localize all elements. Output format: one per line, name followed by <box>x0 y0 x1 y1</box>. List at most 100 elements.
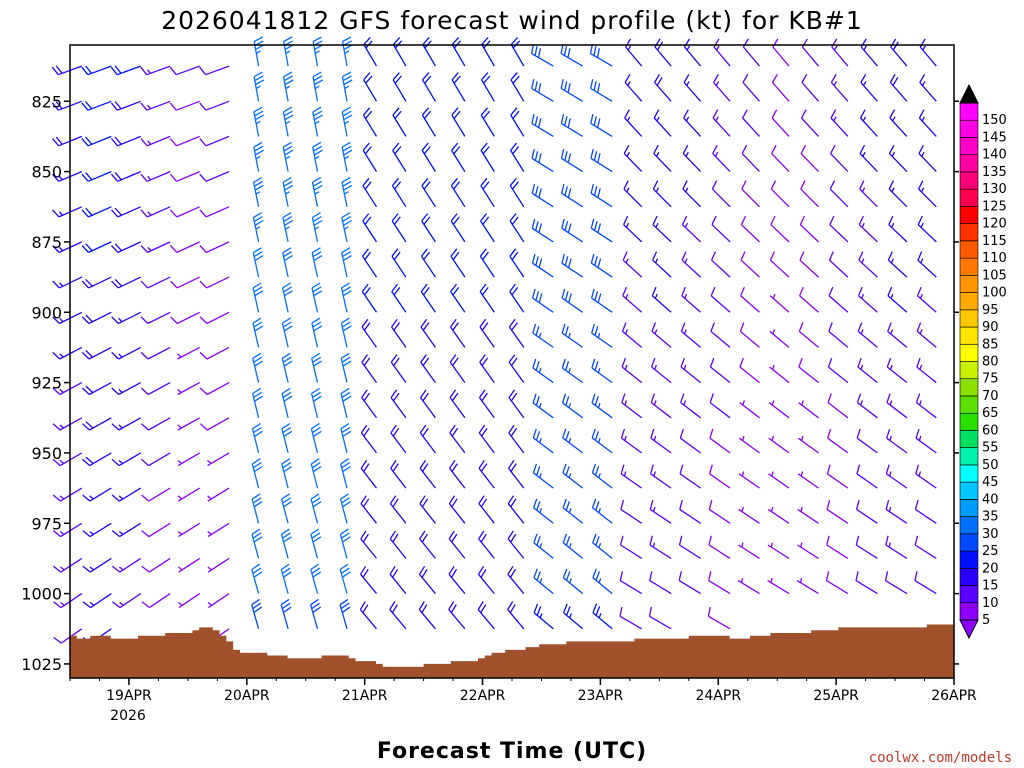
wind-barb-staff <box>742 46 760 67</box>
wind-barb-staff <box>708 615 731 630</box>
wind-barb <box>709 393 731 419</box>
wind-barb-flag <box>741 144 748 154</box>
wind-barb-staff <box>282 182 289 207</box>
wind-barb <box>362 213 378 243</box>
wind-barb-flag <box>141 530 150 538</box>
wind-barb-flag <box>560 149 565 159</box>
wind-barb-half-flag <box>206 459 212 464</box>
wind-barb <box>52 557 83 573</box>
wind-barb-flag <box>448 601 455 610</box>
wind-barb <box>799 215 819 243</box>
wind-barb-staff <box>282 111 289 137</box>
wind-barb-flag <box>343 79 353 86</box>
wind-barb-flag <box>713 73 719 83</box>
wind-barb-flag <box>342 286 351 293</box>
wind-barb-staff <box>771 117 790 137</box>
wind-barb-flag <box>342 145 352 152</box>
wind-barb-staff <box>148 522 171 538</box>
wind-barb-flag <box>254 180 263 187</box>
wind-barb-flag <box>52 387 61 395</box>
wind-barb <box>592 568 613 595</box>
wind-barb <box>859 109 878 137</box>
wind-barb-staff <box>391 255 407 278</box>
wind-barb-flag <box>421 533 428 543</box>
wind-barb <box>177 346 201 360</box>
wind-barb-staff <box>119 522 142 538</box>
wind-barb-staff <box>679 473 701 489</box>
wind-barb-flag <box>453 75 461 84</box>
wind-barb-half-flag <box>343 226 349 230</box>
wind-barb <box>915 428 937 454</box>
wind-barb-flag <box>564 116 568 126</box>
wind-barb-staff <box>175 65 200 76</box>
colorbar-label: 140 <box>982 148 1007 163</box>
wind-barb-staff <box>649 544 672 559</box>
wind-barb <box>769 251 790 278</box>
wind-barb-flag <box>360 530 367 540</box>
wind-barb-half-flag <box>59 317 64 323</box>
wind-barb-flag <box>892 76 899 86</box>
wind-barb-flag <box>52 209 60 218</box>
wind-barb-flag <box>251 563 261 571</box>
wind-barb <box>199 417 230 431</box>
wind-barb-half-flag <box>177 530 183 536</box>
wind-barb-staff <box>282 76 289 102</box>
wind-barb-flag <box>391 283 399 292</box>
wind-barb <box>829 215 849 243</box>
colorbar-segment <box>959 567 979 586</box>
wind-barb <box>252 247 264 278</box>
wind-barb-flag <box>82 458 91 467</box>
x-tick-label: 23APR <box>578 688 624 704</box>
wind-barb-half-flag <box>656 116 660 122</box>
wind-barb-half-flag <box>568 578 572 584</box>
wind-barb <box>391 248 407 278</box>
wind-barb-staff <box>251 428 260 454</box>
wind-barb-flag <box>52 458 61 467</box>
wind-barb-flag <box>681 215 688 225</box>
wind-barb <box>169 171 200 182</box>
wind-barb-flag <box>111 494 120 502</box>
wind-barb-half-flag <box>654 329 658 335</box>
wind-barb-staff <box>592 577 613 595</box>
wind-barb-half-flag <box>568 508 572 514</box>
wind-barb-flag <box>253 141 263 148</box>
wind-barb <box>170 311 200 325</box>
wind-barb-flag <box>648 606 653 617</box>
wind-barb-staff <box>768 473 790 489</box>
wind-barb-flag <box>114 172 122 181</box>
wind-barb-flag <box>422 427 429 437</box>
wind-barb <box>169 206 200 218</box>
wind-barb-flag <box>683 109 689 119</box>
wind-barb-flag <box>885 464 890 474</box>
wind-barb-staff <box>176 171 200 182</box>
wind-barb-staff <box>623 153 643 173</box>
wind-barb <box>886 428 908 454</box>
wind-barb-flag <box>651 322 657 332</box>
wind-barb-staff <box>828 295 849 313</box>
wind-barb-flag <box>364 146 372 155</box>
wind-barb-flag <box>567 48 571 58</box>
wind-barb-staff <box>889 117 908 137</box>
wind-barb-staff <box>281 428 289 454</box>
wind-barb-flag <box>857 357 862 368</box>
wind-barb-staff <box>533 612 554 630</box>
wind-barb-staff <box>918 153 937 173</box>
x-tick-label: 21APR <box>342 688 388 704</box>
wind-barb <box>390 424 407 454</box>
wind-barb-staff <box>826 544 849 559</box>
wind-barb-staff <box>916 366 937 384</box>
wind-barb <box>207 487 230 502</box>
wind-barb-staff <box>205 171 230 182</box>
wind-barb-staff <box>680 437 701 454</box>
wind-barb-flag <box>141 565 150 573</box>
wind-barb-flag <box>509 604 516 614</box>
wind-barb-staff <box>88 346 112 360</box>
wind-barb <box>560 114 584 137</box>
wind-barb-flag <box>254 110 264 117</box>
wind-barb <box>360 424 378 454</box>
wind-barb <box>451 107 466 137</box>
wind-barb-half-flag <box>921 151 925 157</box>
wind-barb-flag <box>393 322 401 331</box>
wind-barb <box>363 36 378 67</box>
